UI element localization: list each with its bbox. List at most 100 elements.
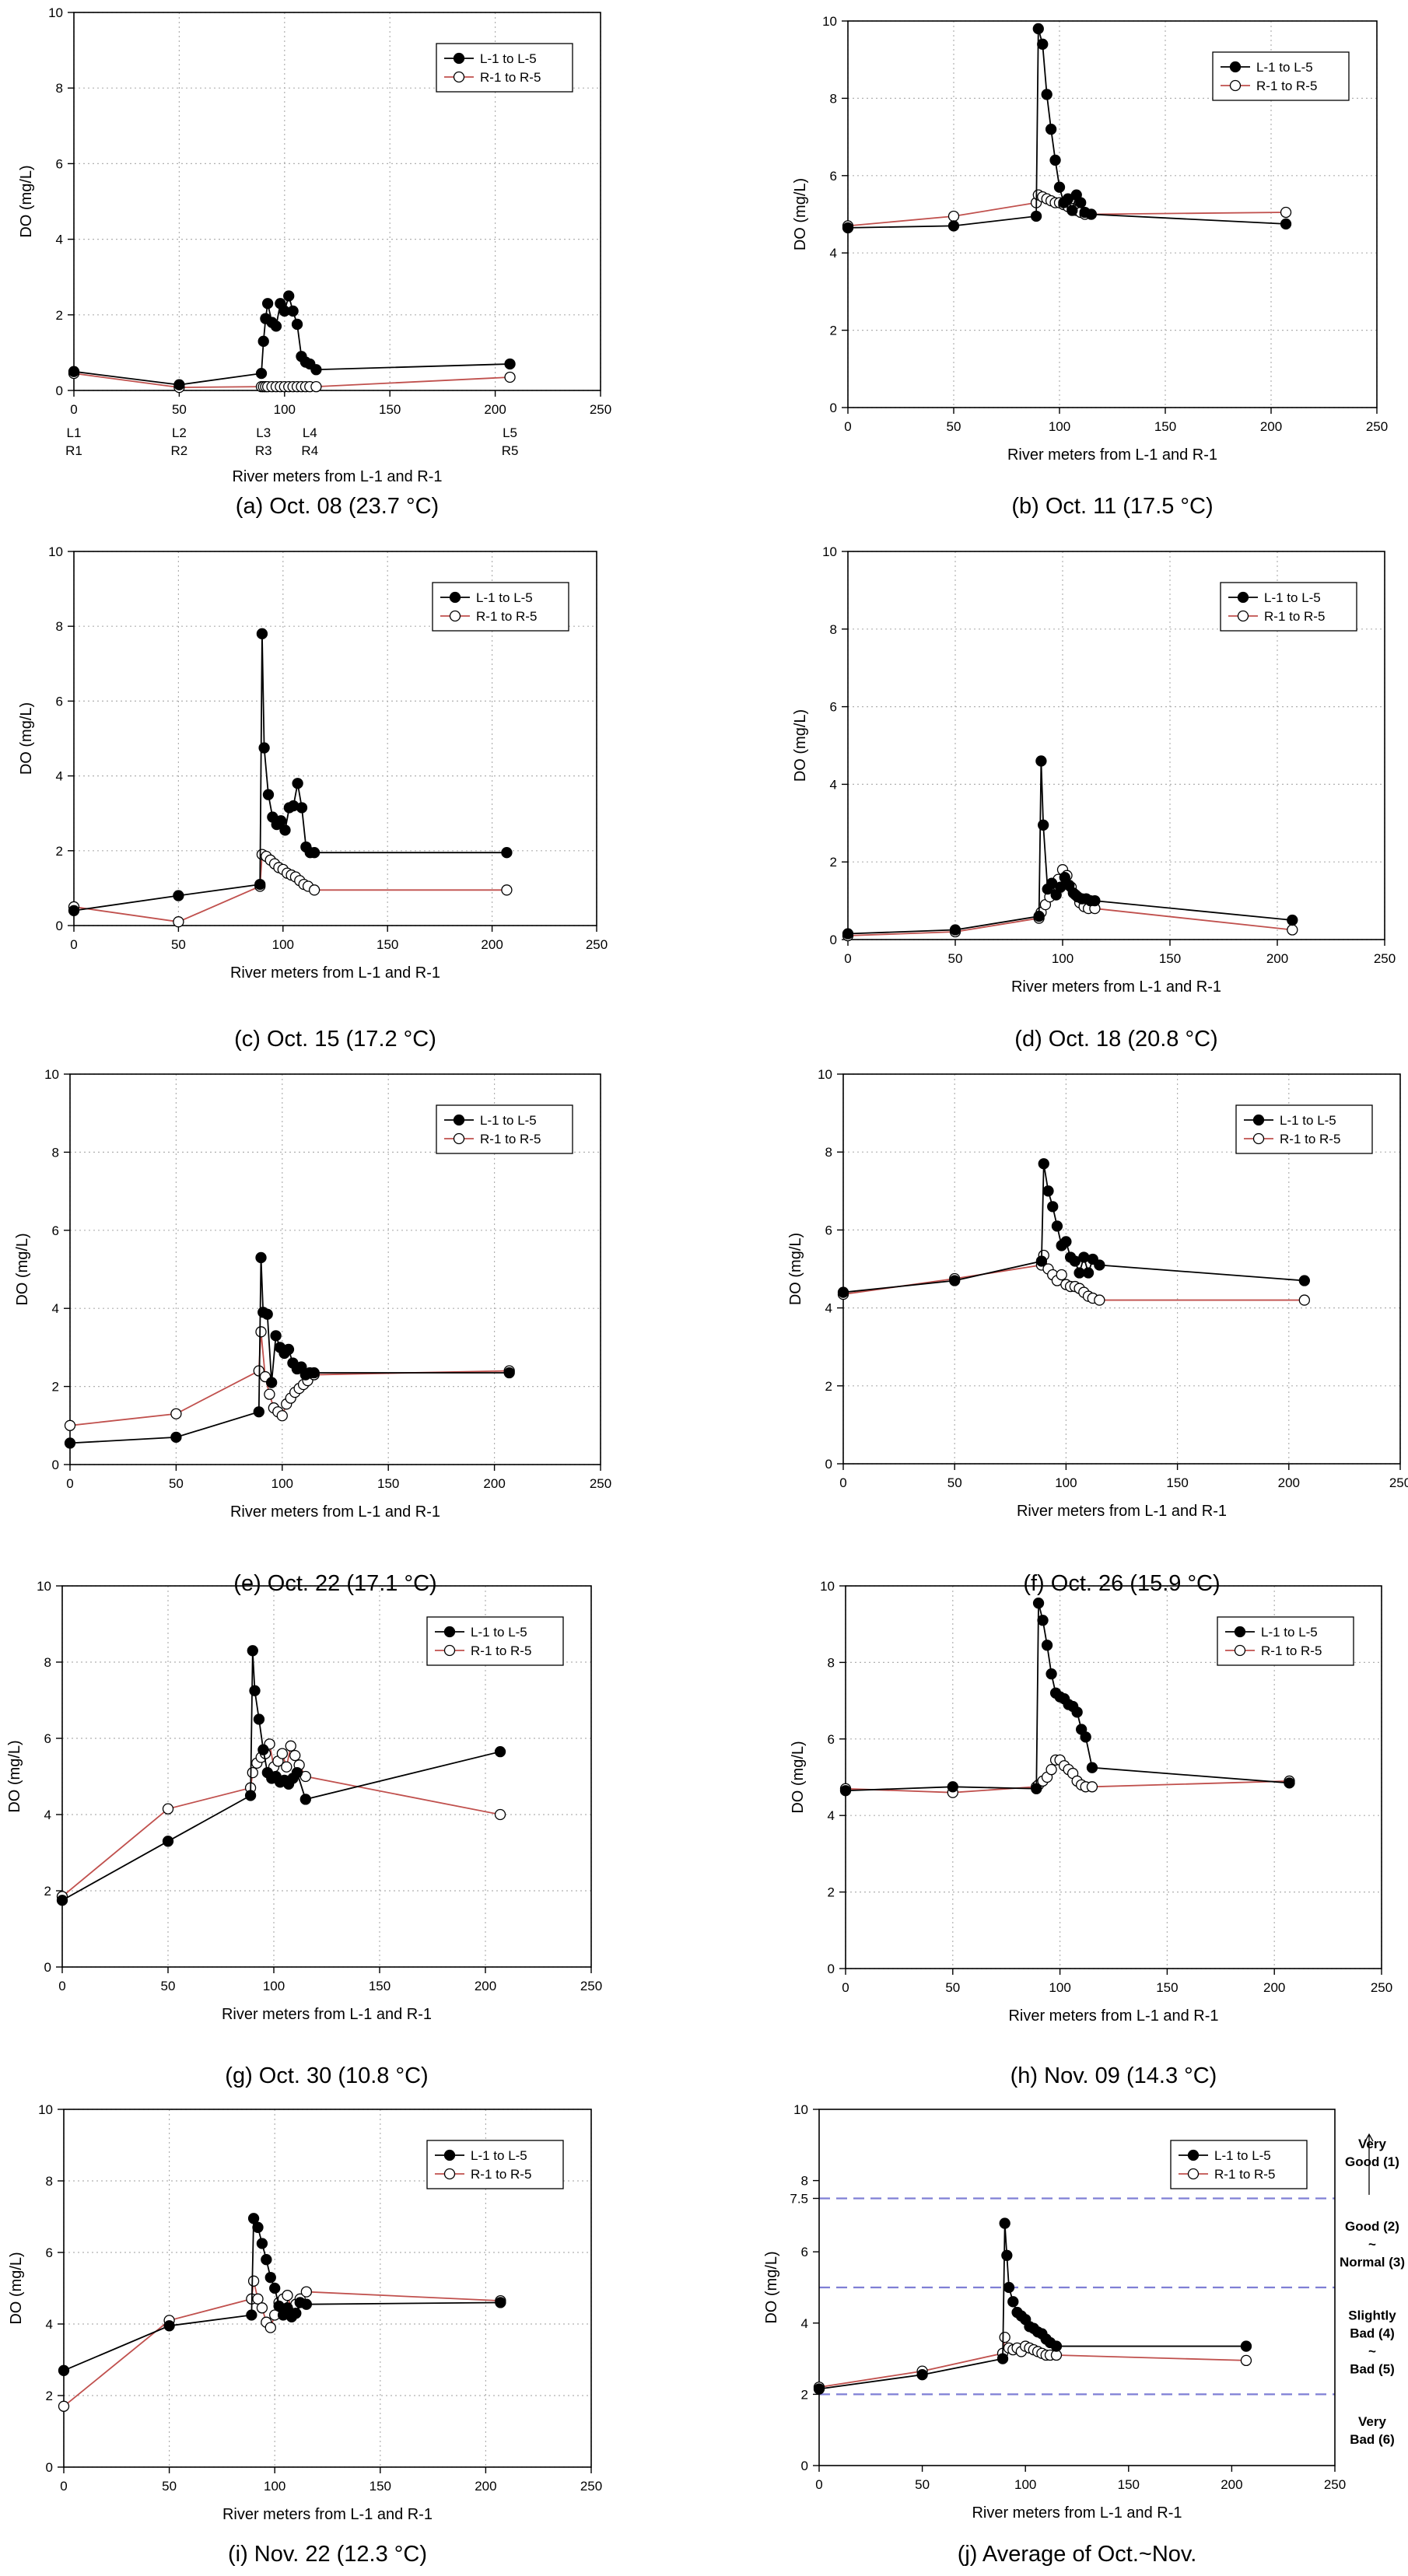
data-point-r: [1298, 1294, 1310, 1306]
data-point-l: [282, 2302, 293, 2314]
data-point-l: [1035, 755, 1047, 767]
data-point-r: [1045, 1764, 1057, 1776]
chart-panel-d: 0 50 100 150 200 250 0 2 4 6 8 10 River meters from …: [792, 544, 1396, 1052]
y-tick-label: 6: [46, 2245, 53, 2260]
data-point-l: [257, 335, 269, 347]
station-label: L2: [172, 425, 187, 440]
y-tick-label: 6: [830, 169, 837, 184]
y-tick-label: 2: [44, 1884, 51, 1899]
legend-marker: [1237, 591, 1249, 604]
chart-panel-e: 0 50 100 150 200 250 0 2 4 6 8 10 River meters from …: [14, 1067, 611, 1596]
data-point-r: [58, 2400, 70, 2412]
data-point-r: [494, 1808, 506, 1821]
data-point-l: [842, 222, 854, 234]
data-point-r: [501, 884, 513, 896]
chart-panel-h: 0 50 100 150 200 250 0 2 4 6 8 10 River meters from …: [790, 1579, 1392, 2088]
y-tick-label: 2: [830, 855, 837, 870]
data-point-l: [1050, 2340, 1063, 2352]
legend-entry: R-1 to R-5: [476, 609, 537, 624]
data-point-l: [275, 815, 287, 827]
data-point-l: [1094, 1259, 1105, 1271]
x-axis-label: River meters from L-1 and R-1: [230, 964, 440, 982]
class-label: Bad (5): [1350, 2362, 1395, 2377]
x-axis-label: River meters from L-1 and R-1: [1017, 1503, 1227, 1520]
x-tick-label: 100: [1049, 1980, 1070, 1995]
class-label: Very: [1358, 2414, 1386, 2429]
data-point-l: [1003, 2281, 1015, 2294]
class-label: Very: [1358, 2137, 1386, 2151]
data-point-l: [310, 364, 322, 376]
legend-box: [1170, 2140, 1308, 2189]
legend-box: [1235, 1104, 1373, 1154]
y-tick-label: 6: [825, 1223, 832, 1237]
x-tick-label: 150: [369, 1979, 391, 1993]
class-label: Slightly: [1348, 2308, 1396, 2323]
data-point-l: [64, 1437, 76, 1449]
panel-caption: (e) Oct. 22 (17.1 °C): [233, 1571, 436, 1596]
data-point-l: [170, 1431, 182, 1444]
panel-caption: (h) Nov. 09 (14.3 °C): [1010, 2063, 1217, 2088]
chart-panel-f: 0 50 100 150 200 250 0 2 4 6 8 10 River meters from …: [787, 1067, 1408, 1596]
data-point-l: [162, 1836, 174, 1847]
x-tick-label: 200: [1266, 951, 1288, 966]
data-point-l: [503, 1367, 515, 1379]
data-point-l: [253, 1713, 265, 1725]
data-point-r: [1280, 206, 1292, 219]
plot-frame: [847, 551, 1385, 940]
data-point-l: [1067, 205, 1078, 216]
x-tick-label: 200: [475, 1979, 496, 1993]
data-point-r: [504, 371, 516, 383]
data-point-l: [261, 298, 274, 310]
legend-marker: [1187, 2149, 1200, 2161]
legend-entry: R-1 to R-5: [1280, 1132, 1340, 1146]
x-tick-label: 50: [947, 419, 961, 434]
y-axis-label: DO (mg/L): [6, 1740, 23, 1812]
legend-entry: L-1 to L-5: [476, 590, 533, 605]
data-point-l: [842, 928, 854, 940]
y-tick-label: 8: [46, 2174, 53, 2189]
legend-entry: L-1 to L-5: [480, 1113, 537, 1128]
panel-caption: (b) Oct. 11 (17.5 °C): [1011, 494, 1213, 519]
x-tick-label: 250: [586, 937, 608, 952]
legend-marker: [1234, 1644, 1246, 1657]
data-point-l: [1080, 1731, 1091, 1743]
x-tick-label: 50: [169, 1476, 184, 1491]
legend-entry: R-1 to R-5: [1261, 1643, 1322, 1658]
y-tick-label: 8: [830, 91, 837, 106]
data-point-l: [56, 1895, 68, 1906]
data-point-l: [1038, 1158, 1049, 1170]
y-tick-label: 8: [830, 622, 837, 637]
data-point-l: [291, 1766, 303, 1779]
data-point-l: [1041, 1640, 1053, 1651]
data-point-l: [249, 1685, 261, 1696]
y-tick-label: 2: [828, 1885, 835, 1900]
data-point-l: [68, 366, 80, 377]
data-point-r: [173, 916, 184, 928]
x-tick-label: 150: [1118, 2477, 1140, 2492]
legend: L-1 to L-5 R-1 to R-5: [1170, 2140, 1308, 2189]
y-tick-label: 10: [44, 1067, 59, 1082]
data-point-r: [252, 2293, 264, 2305]
legend-entry: R-1 to R-5: [1264, 609, 1325, 624]
x-tick-label: 50: [915, 2477, 930, 2492]
y-tick-label: 4: [46, 2317, 53, 2332]
data-point-r: [264, 1388, 275, 1400]
y-tick-label: 8: [52, 1145, 59, 1160]
legend: L-1 to L-5 R-1 to R-5: [1217, 1616, 1354, 1666]
legend-box: [1212, 51, 1350, 101]
y-tick-label: 4: [44, 1808, 51, 1822]
data-point-l: [292, 778, 303, 789]
legend-marker: [1229, 61, 1242, 73]
x-axis-label: River meters from L-1 and R-1: [230, 1503, 440, 1521]
x-axis-label: River meters from L-1 and R-1: [1008, 2007, 1218, 2025]
data-point-l: [947, 220, 960, 232]
data-point-l: [1085, 208, 1097, 220]
class-label: Normal (3): [1340, 2255, 1405, 2270]
data-point-r: [276, 1748, 289, 1759]
x-tick-label: 50: [161, 1979, 176, 1993]
panel-caption: (i) Nov. 22 (12.3 °C): [228, 2542, 427, 2567]
y-tick-label: 2: [801, 2387, 808, 2402]
x-tick-label: 0: [844, 419, 851, 434]
legend-marker: [1229, 79, 1242, 92]
